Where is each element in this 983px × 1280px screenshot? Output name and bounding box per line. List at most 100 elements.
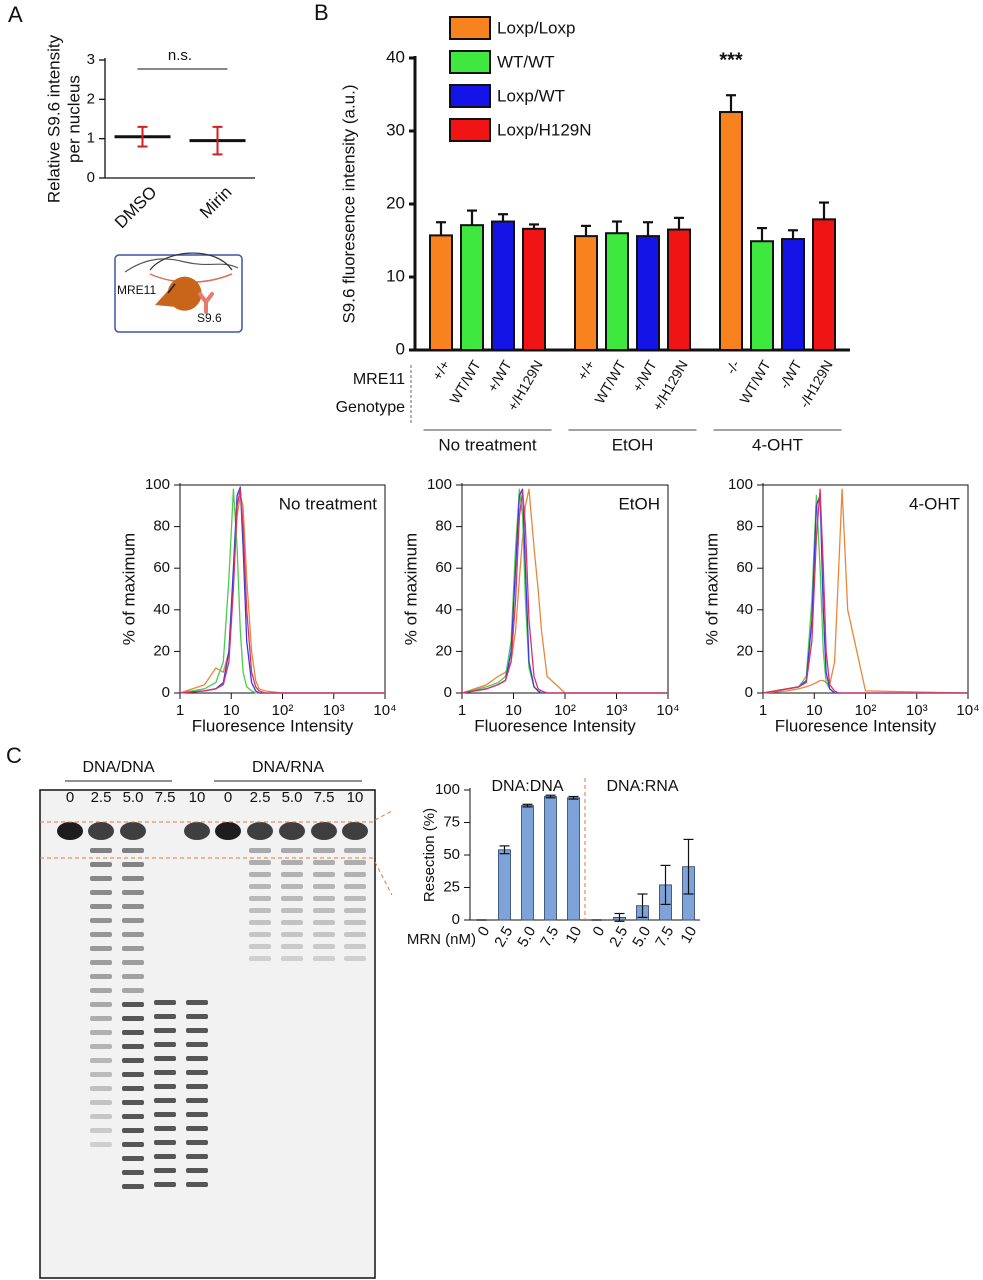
x-tick-label: 7.5 — [652, 923, 677, 950]
band — [186, 1154, 208, 1159]
y-tick-label: 40 — [435, 601, 452, 618]
band — [186, 1112, 208, 1117]
y-tick-label: 2 — [87, 90, 95, 107]
band — [122, 1072, 144, 1077]
group-label: 4-OHT — [752, 435, 803, 454]
band — [184, 822, 210, 840]
y-tick-label: 20 — [153, 642, 170, 659]
bar-label: +/WT — [484, 357, 515, 395]
lane-label: 10 — [347, 789, 364, 806]
lane-label: 5.0 — [282, 789, 303, 806]
panel-label: C — [6, 743, 22, 768]
bar — [812, 218, 836, 351]
band — [249, 920, 271, 925]
band — [344, 920, 366, 925]
band — [313, 884, 335, 889]
band — [90, 862, 112, 867]
error-bar — [499, 845, 510, 855]
y-tick-label: 100 — [427, 476, 452, 493]
band — [90, 1044, 112, 1049]
band — [90, 890, 112, 895]
band — [90, 1086, 112, 1091]
band — [281, 908, 303, 913]
band — [344, 956, 366, 961]
band — [90, 1072, 112, 1077]
legend-label: Loxp/WT — [497, 86, 565, 105]
bar — [544, 796, 557, 921]
band — [215, 822, 241, 840]
histogram-curve — [179, 488, 385, 694]
gel-group-label: DNA/RNA — [252, 759, 324, 776]
error-bar — [788, 229, 798, 240]
y-tick-label: 80 — [736, 518, 753, 535]
x-axis-label: Fluoresence Intensity — [474, 716, 636, 735]
error-bar — [660, 864, 671, 906]
band — [122, 1114, 144, 1119]
row-label: MRE11 — [353, 371, 405, 388]
band — [122, 918, 144, 923]
band — [122, 1156, 144, 1161]
histogram-curve — [762, 488, 969, 694]
legend-swatch — [449, 16, 491, 40]
bar — [636, 235, 660, 351]
plot-frame — [179, 484, 386, 694]
band — [154, 1014, 176, 1019]
y-tick-label: 60 — [435, 559, 452, 576]
x-tick-label: 10² — [855, 702, 877, 719]
lane-label: 10 — [189, 789, 206, 806]
band — [122, 974, 144, 979]
band — [90, 848, 112, 853]
band — [122, 1184, 144, 1189]
band — [122, 1016, 144, 1021]
band — [279, 822, 305, 840]
band — [311, 822, 337, 840]
band — [154, 1056, 176, 1061]
legend-swatch — [449, 50, 491, 74]
band — [281, 932, 303, 937]
x-tick-label: 0 — [590, 923, 609, 939]
bar-label: +/WT — [629, 357, 660, 395]
error-bar — [683, 838, 694, 895]
histogram-curve — [461, 488, 668, 694]
lane-label: 7.5 — [155, 789, 176, 806]
band — [249, 848, 271, 853]
y-tick-label: 50 — [443, 846, 460, 863]
lane-label: 2.5 — [250, 789, 271, 806]
band — [154, 1168, 176, 1173]
band — [344, 932, 366, 937]
x-tick-label: Mirin — [196, 183, 235, 222]
band — [90, 1030, 112, 1035]
error-bar — [637, 893, 648, 919]
guide-line — [374, 810, 393, 821]
band — [344, 896, 366, 901]
error-bar — [498, 213, 508, 222]
panel-title: No treatment — [279, 494, 378, 513]
band — [90, 1114, 112, 1119]
legend-label: WT/WT — [497, 52, 555, 71]
band — [281, 872, 303, 877]
x-tick-label: 7.5 — [537, 923, 562, 950]
band — [342, 822, 368, 840]
band — [313, 860, 335, 865]
error-bar — [581, 224, 591, 237]
band — [122, 946, 144, 951]
gel-image — [39, 789, 376, 1279]
lane-label: 0 — [66, 789, 74, 806]
band — [122, 960, 144, 965]
error-bar — [568, 795, 579, 800]
band — [344, 848, 366, 853]
y-tick-label: 30 — [386, 120, 405, 139]
bar-label: +/+ — [429, 357, 453, 383]
band — [122, 988, 144, 993]
x-tick-label: 5.0 — [514, 923, 539, 950]
panel-label: A — [8, 2, 23, 27]
y-tick-label: 40 — [153, 601, 170, 618]
diagram — [114, 252, 243, 333]
band — [249, 956, 271, 961]
band — [90, 960, 112, 965]
band — [154, 1140, 176, 1145]
y-tick-label: 0 — [162, 684, 170, 701]
histogram-curve — [762, 488, 968, 694]
y-axis-label: % of maximum — [401, 533, 420, 645]
error-bar — [612, 220, 622, 234]
